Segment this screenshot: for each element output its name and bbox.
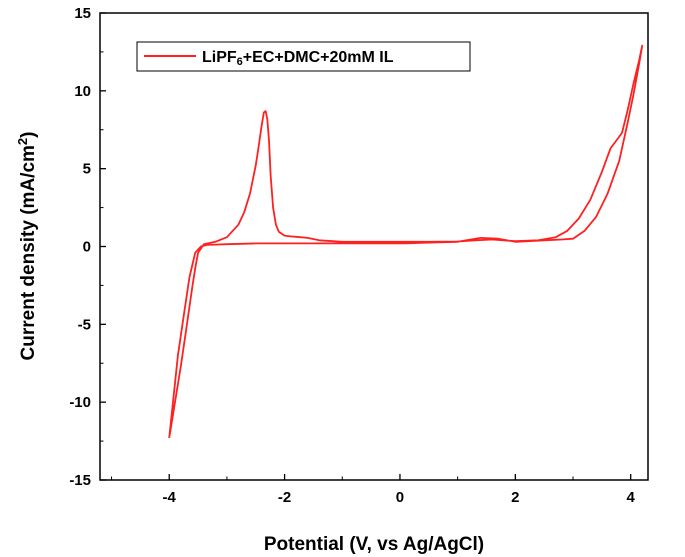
y-tick-label: 5	[83, 161, 91, 178]
legend-label-suffix: +EC+DMC+20mM IL	[243, 49, 394, 66]
x-tick-labels: -4 -2 0 2 4	[163, 489, 636, 506]
x-axis-title: Potential (V, vs Ag/AgCl)	[264, 534, 484, 555]
legend-label-prefix: LiPF	[202, 49, 237, 66]
y-tick-label: 10	[74, 83, 91, 100]
x-tick-label: 2	[511, 489, 519, 506]
y-tick-label: -15	[69, 472, 91, 489]
y-axis-title-main: Current density (mA/cm	[18, 145, 39, 360]
legend-label: LiPF6+EC+DMC+20mM IL	[202, 49, 394, 68]
legend-label-subscript: 6	[237, 56, 243, 68]
axis-ticks	[100, 12, 632, 481]
y-tick-labels: 15 10 5 0 -5 -10 -15	[69, 5, 91, 489]
y-axis-title-superscript: 2	[15, 138, 30, 145]
x-tick-label: -4	[163, 489, 177, 506]
y-tick-label: 15	[74, 5, 91, 22]
y-axis-title: Current density (mA/cm2)	[15, 132, 39, 361]
y-tick-label: -5	[78, 316, 91, 333]
y-tick-label: -10	[69, 394, 91, 411]
plot-frame	[99, 12, 649, 481]
legend: LiPF6+EC+DMC+20mM IL	[136, 41, 471, 72]
cv-curve-series	[168, 44, 644, 439]
y-axis-title-close: )	[18, 132, 39, 138]
x-tick-label: 4	[627, 489, 636, 506]
y-tick-label: 0	[83, 239, 91, 256]
x-tick-label: -2	[278, 489, 291, 506]
x-tick-label: 0	[396, 489, 404, 506]
